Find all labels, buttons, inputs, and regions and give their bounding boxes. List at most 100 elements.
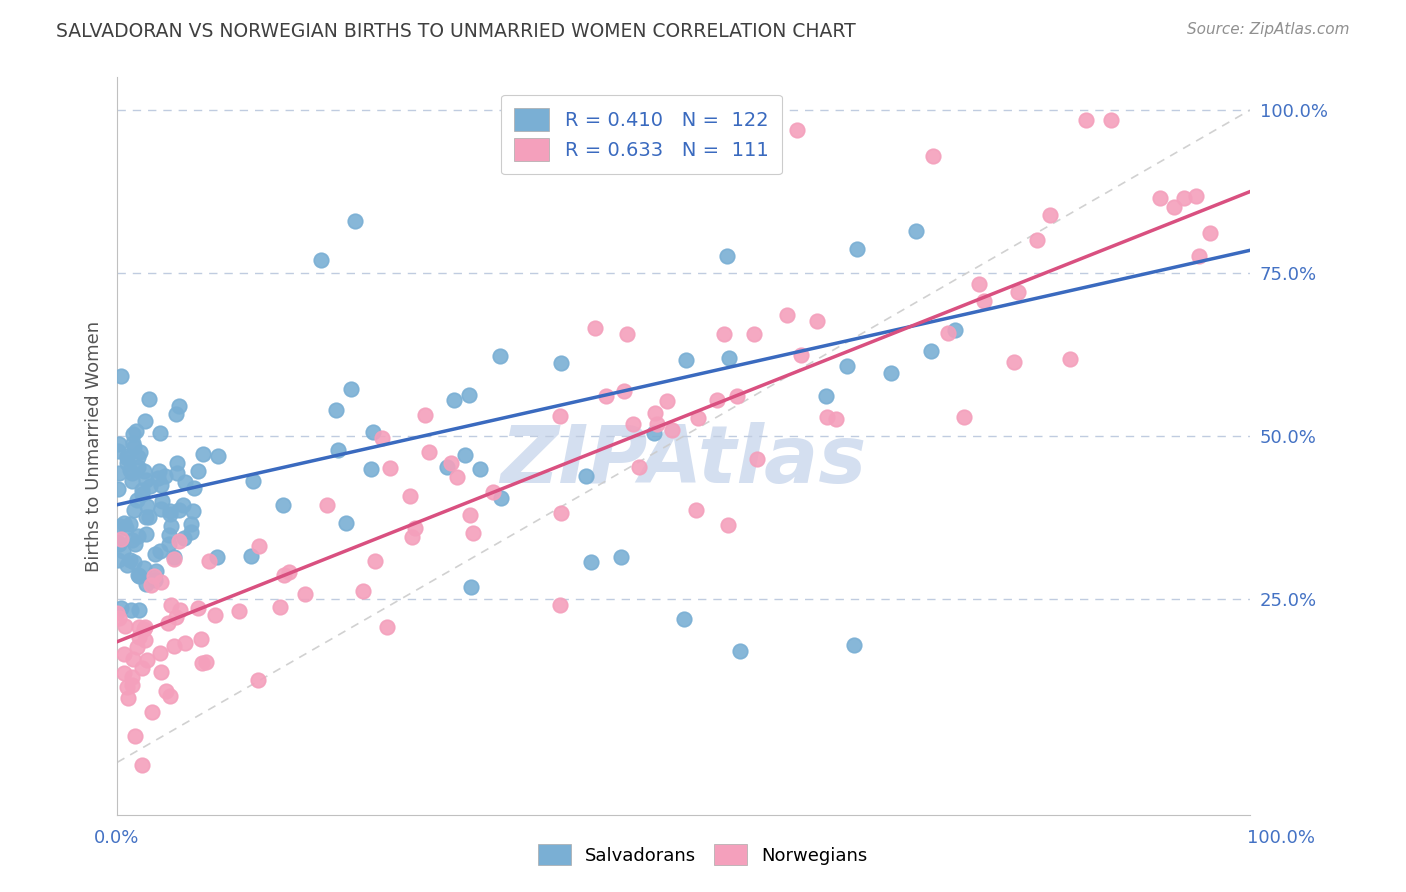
Point [141, 578, 163, 592]
Point [672, 612, 695, 626]
Point [107, 444, 129, 458]
Point [1163, 200, 1185, 214]
Point [143, 573, 166, 587]
Point [107, 537, 129, 551]
Point [240, 549, 263, 563]
Point [159, 690, 181, 704]
Point [1198, 226, 1220, 240]
Point [187, 600, 209, 615]
Point [132, 622, 155, 636]
Point [418, 444, 440, 458]
Point [122, 555, 145, 569]
Point [169, 603, 191, 617]
Point [718, 351, 741, 366]
Point [125, 424, 148, 438]
Point [120, 516, 142, 531]
Point [149, 575, 172, 590]
Point [190, 632, 212, 646]
Point [579, 555, 602, 569]
Point [643, 426, 665, 441]
Point [165, 610, 187, 624]
Point [157, 537, 180, 551]
Point [550, 355, 572, 369]
Point [1076, 113, 1098, 128]
Point [197, 554, 219, 568]
Point [115, 456, 138, 470]
Point [842, 638, 865, 652]
Point [134, 561, 156, 575]
Point [661, 423, 683, 437]
Point [139, 479, 162, 493]
Point [789, 348, 811, 362]
Point [127, 450, 149, 465]
Point [326, 442, 349, 457]
Point [174, 636, 197, 650]
Point [609, 550, 631, 565]
Point [1025, 233, 1047, 247]
Point [120, 602, 142, 616]
Point [815, 410, 838, 425]
Point [370, 431, 392, 445]
Point [127, 568, 149, 582]
Point [122, 435, 145, 450]
Point [613, 384, 636, 398]
Point [728, 644, 751, 658]
Point [159, 504, 181, 518]
Point [943, 323, 966, 337]
Point [138, 392, 160, 406]
Point [190, 656, 212, 670]
Point [135, 577, 157, 591]
Point [149, 665, 172, 679]
Text: Source: ZipAtlas.com: Source: ZipAtlas.com [1187, 22, 1350, 37]
Point [160, 598, 183, 612]
Point [725, 388, 748, 402]
Point [461, 525, 484, 540]
Point [174, 475, 197, 490]
Point [195, 655, 218, 669]
Point [128, 620, 150, 634]
Point [134, 633, 156, 648]
Point [135, 500, 157, 514]
Point [360, 462, 382, 476]
Point [143, 548, 166, 562]
Point [880, 367, 903, 381]
Point [364, 554, 387, 568]
Point [973, 294, 995, 309]
Point [136, 653, 159, 667]
Point [204, 607, 226, 622]
Point [134, 620, 156, 634]
Point [125, 493, 148, 508]
Point [191, 447, 214, 461]
Point [148, 646, 170, 660]
Point [835, 359, 858, 373]
Point [446, 470, 468, 484]
Point [112, 516, 135, 531]
Point [621, 417, 644, 431]
Point [228, 604, 250, 618]
Point [685, 503, 707, 517]
Point [846, 242, 869, 256]
Point [1059, 352, 1081, 367]
Point [160, 519, 183, 533]
Point [1173, 191, 1195, 205]
Point [482, 484, 505, 499]
Point [163, 550, 186, 565]
Point [121, 533, 143, 548]
Point [121, 474, 143, 488]
Point [107, 482, 129, 496]
Point [595, 389, 617, 403]
Point [150, 501, 173, 516]
Point [155, 683, 177, 698]
Text: ZIPAtlas: ZIPAtlas [501, 422, 866, 500]
Point [247, 539, 270, 553]
Point [135, 509, 157, 524]
Point [825, 412, 848, 426]
Point [352, 584, 374, 599]
Point [814, 389, 837, 403]
Point [377, 620, 399, 634]
Point [110, 601, 132, 615]
Point [131, 486, 153, 500]
Point [269, 599, 291, 614]
Point [111, 544, 134, 558]
Point [1002, 354, 1025, 368]
